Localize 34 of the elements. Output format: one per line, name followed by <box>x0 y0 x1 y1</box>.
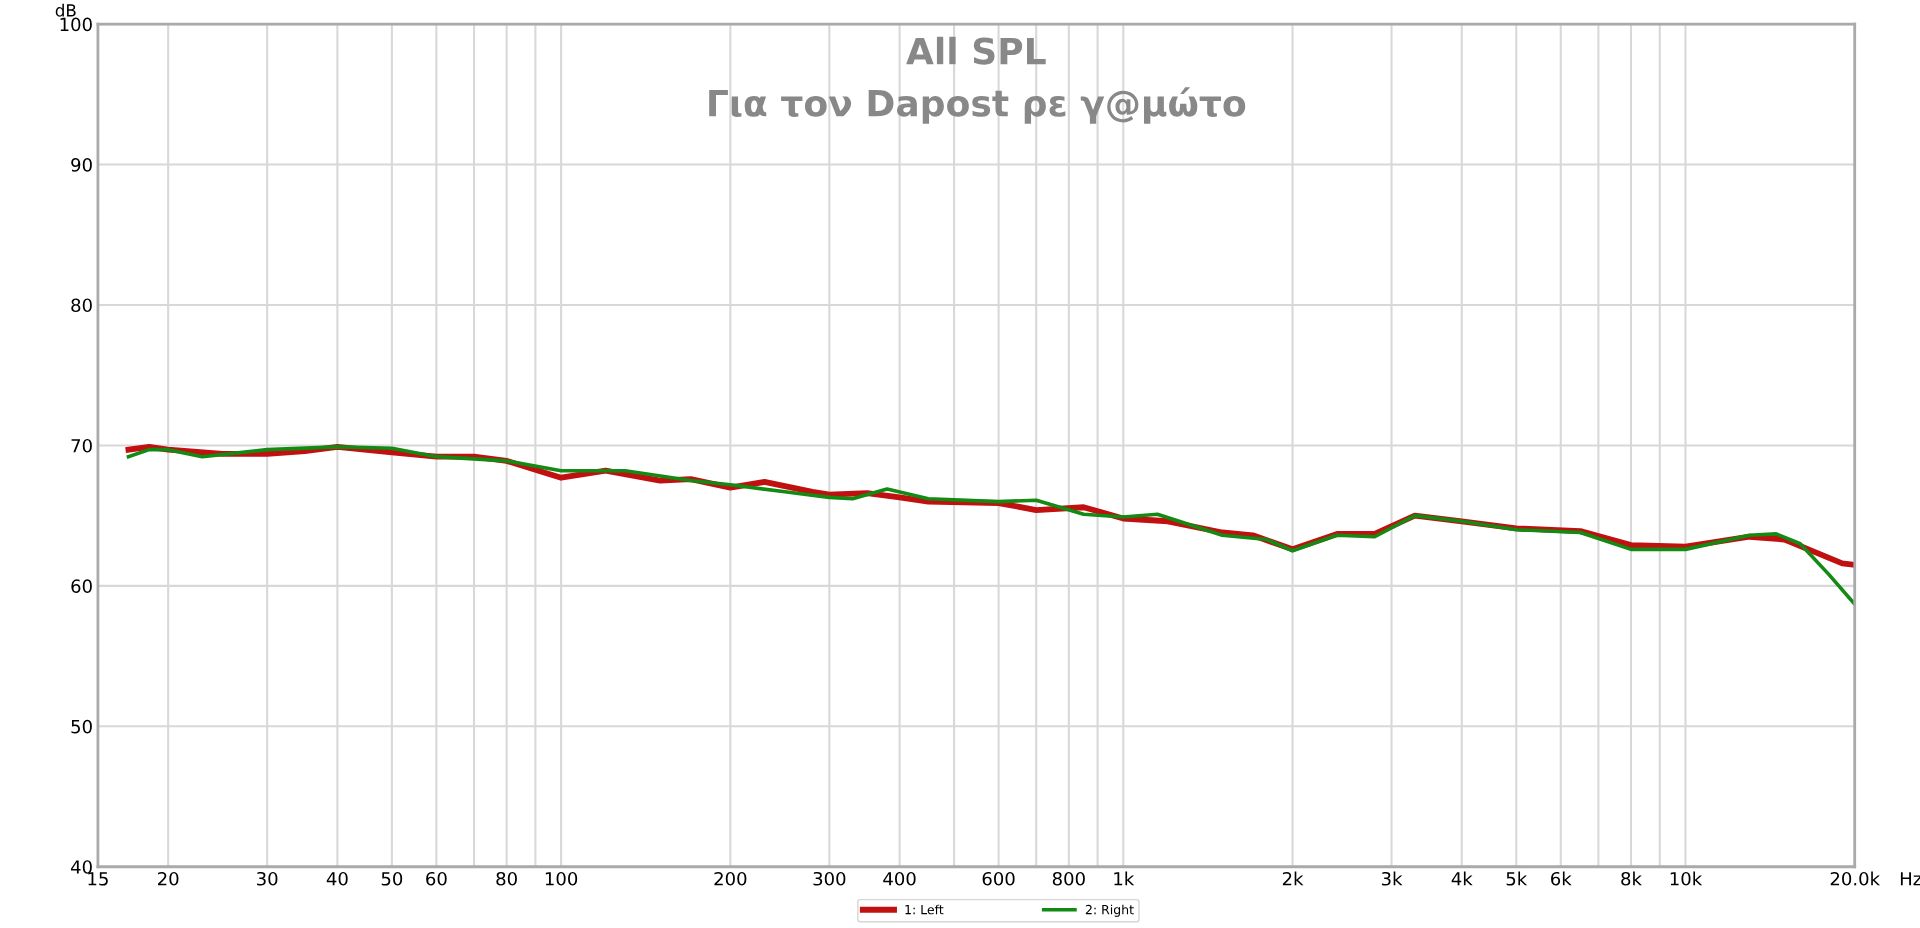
x-tick-label: 15 <box>88 872 108 886</box>
x-tick-label: 10k <box>1670 871 1703 886</box>
x-tick-label: 3k <box>1381 871 1403 886</box>
x-tick-label: 20 <box>157 871 179 886</box>
x-tick-label: 2k <box>1282 871 1304 886</box>
legend-label: 2: Right <box>1085 904 1134 917</box>
x-tick-label: 300 <box>813 871 846 886</box>
y-tick-label: 90 <box>71 158 92 172</box>
y-axis-title: dB <box>55 3 76 17</box>
x-tick-label: 1k <box>1114 871 1135 886</box>
x-tick-label: 800 <box>1052 871 1085 886</box>
chart-title: All SPL <box>906 36 1046 65</box>
x-tick-label: 30 <box>257 871 278 886</box>
x-tick-label: 40 <box>326 871 348 886</box>
x-tick-label: 60 <box>426 871 447 886</box>
legend-label: 1: Left <box>905 904 944 915</box>
x-tick-label: 200 <box>714 871 747 886</box>
x-tick-label: 5k <box>1506 871 1528 886</box>
x-tick-label: 4k <box>1451 871 1473 886</box>
x-tick-label: 6k <box>1551 871 1572 886</box>
y-tick-label: 50 <box>71 719 92 734</box>
y-tick-label: 80 <box>71 298 92 313</box>
y-tick-label: 40 <box>70 860 92 874</box>
x-tick-label: 100 <box>545 871 578 886</box>
y-tick-label: 100 <box>60 17 92 32</box>
y-tick-label: 70 <box>71 438 92 453</box>
x-tick-label: 80 <box>496 871 517 886</box>
y-tick-label: 60 <box>71 579 92 593</box>
x-tick-label: 50 <box>381 871 403 886</box>
x-tick-label: 20.0k <box>1830 871 1880 886</box>
x-tick-label: 8k <box>1621 871 1642 886</box>
x-tick-label: 400 <box>883 871 916 886</box>
x-tick-label: 600 <box>982 871 1015 886</box>
text: Για τον Dapost ρε γ@μώτο <box>709 87 1246 124</box>
